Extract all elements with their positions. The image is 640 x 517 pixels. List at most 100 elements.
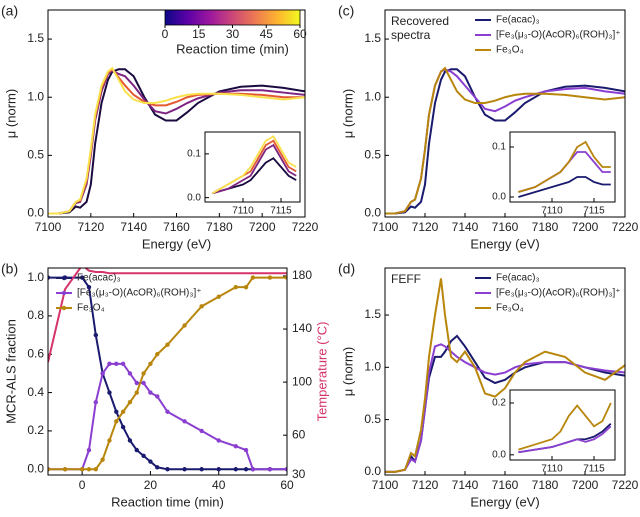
- colorbar: [164, 9, 301, 26]
- x-tick-label: 7140: [452, 478, 479, 492]
- y-tick-label: 1.0: [27, 89, 44, 103]
- marker: [182, 323, 187, 328]
- y-tick-label: 1.0: [364, 89, 381, 103]
- x-axis-label: Reaction time (min): [111, 494, 224, 509]
- legend-label: [Fe₃(μ₃-O)(AcOR)₆(ROH)₃]⁺: [496, 30, 621, 41]
- plot-background: [510, 390, 615, 460]
- marker: [233, 467, 238, 472]
- y-tick-label: 0.2: [492, 398, 506, 409]
- marker: [86, 447, 92, 453]
- marker: [93, 467, 99, 472]
- panel-label: (d): [338, 261, 355, 277]
- y-tick-label: 0.4: [27, 385, 44, 399]
- y-tick-label: 0.1: [492, 142, 506, 153]
- marker: [141, 371, 146, 376]
- y-tick-label: 0.5: [364, 148, 381, 162]
- marker: [86, 284, 92, 290]
- panel-label: (b): [1, 261, 18, 277]
- y2-tick-label: 100: [292, 374, 312, 388]
- series-group: [48, 66, 305, 215]
- annotation: FEFF: [391, 272, 421, 286]
- marker: [199, 428, 204, 434]
- panel: 7100 7120 7140 7160 7180 7200 7220 0.0 0.5 1.0 1.5…: [338, 3, 639, 252]
- y-tick-label: 0.0: [364, 464, 381, 478]
- marker: [284, 275, 287, 280]
- colorbar-tick-label: 60: [293, 27, 307, 41]
- marker: [62, 467, 68, 472]
- x-axis-label: Energy (eV): [470, 494, 539, 509]
- legend-label: Fe₃O₄: [77, 303, 105, 314]
- y-tick-label: 1.0: [364, 359, 381, 373]
- line: [48, 69, 305, 215]
- frame: [384, 9, 626, 218]
- marker: [165, 342, 170, 347]
- x-tick-label: 7115: [270, 206, 292, 217]
- y-tick-label: 1.5: [364, 31, 381, 45]
- x-tick-label: 7200: [572, 478, 599, 492]
- marker: [93, 399, 99, 405]
- x-tick-label: 7220: [612, 220, 639, 234]
- x-axis-label: Energy (eV): [142, 236, 211, 251]
- panel-label: (c): [338, 3, 354, 19]
- legend-label: Fe(acac)₃: [77, 273, 121, 284]
- colorbar-tick-label: 45: [260, 27, 274, 41]
- marker: [155, 465, 160, 470]
- marker: [114, 361, 119, 367]
- marker: [250, 275, 256, 280]
- y-tick-label: 0.0: [187, 192, 201, 203]
- marker: [107, 438, 112, 443]
- inset: 7110 7115 0.0 0.1: [492, 131, 616, 217]
- frame: [47, 267, 288, 476]
- x-tick-label: 20: [144, 478, 158, 492]
- series-group: [518, 402, 612, 454]
- marker: [199, 467, 204, 472]
- y-axis-label: μ (norm): [340, 347, 355, 396]
- frame: [509, 131, 616, 203]
- marker: [267, 275, 273, 280]
- marker: [79, 275, 85, 280]
- panel: 7100 7120 7140 7160 7180 7200 7220 0.0 0.5 1.0 1.5…: [1, 3, 319, 252]
- marker: [93, 332, 99, 338]
- x-tick-label: 7100: [372, 220, 399, 234]
- legend-label: Fe₃O₄: [496, 45, 524, 56]
- y-tick-label: 1.5: [27, 31, 44, 45]
- marker: [243, 467, 249, 472]
- marker: [107, 361, 112, 367]
- x-tick-label: 7180: [206, 220, 233, 234]
- marker: [243, 447, 249, 453]
- line: [518, 425, 612, 454]
- series-group: [385, 66, 625, 215]
- marker: [114, 419, 119, 424]
- legend-marker: [61, 275, 67, 281]
- marker: [120, 361, 126, 367]
- y-tick-label: 0.5: [364, 412, 381, 426]
- marker: [120, 409, 126, 414]
- plot-background: [48, 268, 287, 475]
- marker: [243, 284, 249, 290]
- x-tick-label: 7100: [35, 220, 62, 234]
- marker: [141, 380, 146, 386]
- series-group: [48, 268, 287, 472]
- marker: [182, 419, 187, 424]
- marker: [199, 304, 204, 309]
- line: [518, 402, 612, 451]
- marker: [155, 352, 160, 357]
- colorbar-tick-label: 30: [226, 27, 240, 41]
- line: [212, 135, 297, 195]
- marker: [48, 467, 51, 472]
- x-tick-label: 7110: [541, 464, 563, 475]
- y-tick-label: 1.5: [364, 307, 381, 321]
- series-group: [518, 140, 611, 198]
- marker: [79, 467, 85, 472]
- legend-label: [Fe₃(μ₃-O)(AcOR)₆(ROH)₃]⁺: [77, 288, 202, 299]
- line: [48, 66, 305, 215]
- marker: [134, 447, 139, 453]
- x-tick-label: 7180: [532, 478, 559, 492]
- x-tick-label: 7120: [412, 220, 439, 234]
- line: [212, 157, 297, 195]
- legend-label: [Fe₃(μ₃-O)(AcOR)₆(ROH)₃]⁺: [496, 288, 621, 299]
- legend-marker: [61, 290, 67, 296]
- legend-marker: [61, 305, 67, 311]
- y-tick-label: 0.0: [27, 461, 44, 475]
